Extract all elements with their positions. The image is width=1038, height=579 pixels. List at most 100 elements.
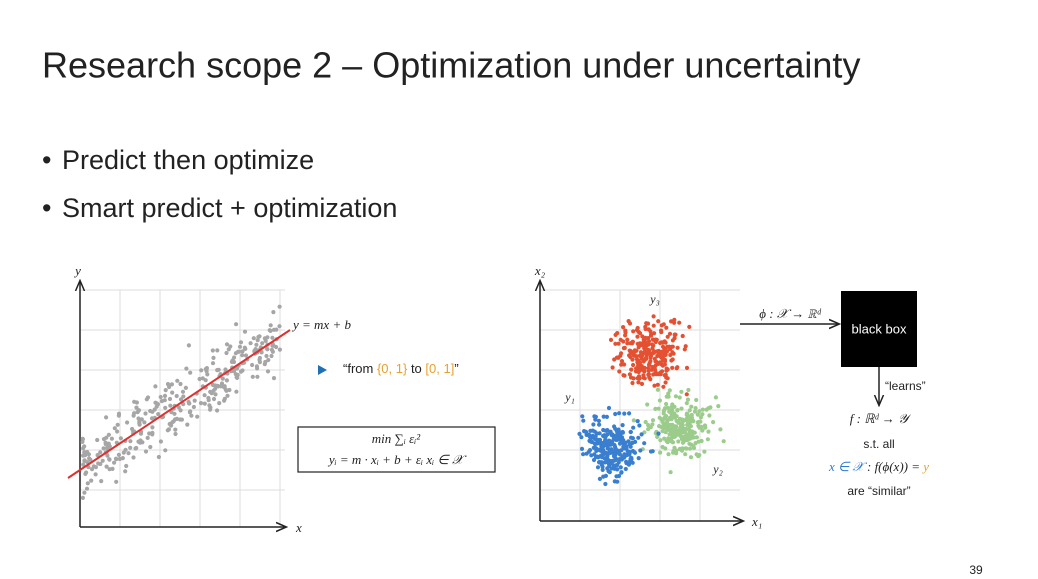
- axis-label: x₂: [534, 263, 546, 278]
- scatter-point: [231, 359, 237, 365]
- scatter-point: [687, 408, 692, 413]
- scatter-point: [198, 401, 204, 406]
- scatter-point: [631, 329, 636, 334]
- scatter-point: [210, 348, 215, 353]
- scatter-point: [80, 437, 85, 442]
- scatter-point: [87, 456, 92, 461]
- left-figure: y x y = mx + b “from {0, 1} to [0, 1]” m…: [67, 263, 496, 535]
- scatter-point: [584, 451, 589, 456]
- scatter-point: [114, 479, 119, 484]
- scatter-point: [679, 389, 684, 394]
- scatter-point: [264, 353, 269, 359]
- axis-label: x₁: [751, 514, 762, 529]
- scatter-point: [155, 402, 160, 407]
- scatter-point: [642, 346, 647, 351]
- scatter-point: [689, 442, 694, 447]
- scatter-point: [705, 437, 711, 442]
- scatter-point: [263, 359, 268, 365]
- scatter-point: [223, 367, 228, 372]
- scatter-point: [633, 439, 638, 444]
- scatter-point: [659, 323, 664, 328]
- scatter-point: [639, 432, 644, 437]
- scatter-point: [630, 357, 635, 362]
- scatter-point: [630, 380, 635, 386]
- scatter-point: [592, 441, 597, 446]
- scatter-point: [691, 445, 697, 451]
- scatter-point: [270, 335, 275, 340]
- scatter-point: [650, 449, 655, 454]
- scatter-point: [628, 375, 634, 380]
- scatter-point: [112, 460, 117, 465]
- scatter-point: [195, 414, 200, 419]
- scatter-point: [684, 446, 689, 451]
- scatter-point: [609, 461, 614, 466]
- scatter-point: [197, 376, 202, 382]
- scatter-point: [170, 390, 175, 395]
- scatter-point: [271, 343, 276, 348]
- scatter-point: [269, 353, 274, 359]
- scatter-point: [95, 453, 100, 458]
- scatter-point: [134, 445, 139, 451]
- scatter-point: [618, 337, 623, 342]
- scatter-point: [685, 435, 690, 440]
- scatter-point: [240, 353, 245, 358]
- scatter-point: [203, 378, 208, 383]
- scatter-point: [237, 344, 243, 349]
- box-label: black box: [852, 321, 907, 336]
- scatter-point: [98, 461, 103, 467]
- cluster-label: y₂: [712, 462, 723, 476]
- scatter-point: [676, 430, 681, 435]
- learns: “learns”: [885, 379, 926, 393]
- scatter-point: [150, 430, 155, 435]
- scatter-point: [622, 455, 627, 460]
- bullet-dot: •: [42, 145, 51, 175]
- scatter-point: [658, 438, 663, 443]
- scatter-point: [643, 324, 648, 329]
- scatter-point: [673, 415, 678, 420]
- scatter-point: [646, 347, 651, 353]
- scatter-point: [600, 467, 605, 472]
- scatter-point: [682, 430, 688, 435]
- scatter-point: [234, 375, 239, 380]
- scatter-point: [684, 401, 689, 406]
- scatter-point: [242, 329, 248, 334]
- scatter-point: [206, 398, 211, 403]
- scatter-point: [596, 418, 602, 423]
- scatter-point: [639, 367, 644, 372]
- scatter-point: [658, 350, 663, 355]
- scatter-point: [82, 490, 87, 495]
- scatter-point: [660, 369, 665, 374]
- scatter-point: [608, 439, 613, 444]
- scatter-point: [581, 418, 586, 423]
- scatter-point: [135, 410, 140, 415]
- scatter-point: [138, 438, 143, 443]
- scatter-point: [240, 368, 245, 373]
- scatter-point: [178, 381, 183, 387]
- scatter-point: [604, 414, 610, 419]
- scatter-point: [205, 372, 210, 377]
- scatter-point: [665, 405, 670, 410]
- formula-box: [297, 426, 496, 473]
- scatter-point: [604, 456, 609, 461]
- scatter-point: [627, 353, 632, 358]
- scatter-point: [115, 429, 120, 434]
- scatter-point: [696, 439, 701, 444]
- scatter-point: [646, 372, 652, 377]
- scatter-point: [636, 435, 641, 440]
- scatter-point: [144, 397, 149, 402]
- scatter-point: [688, 424, 694, 429]
- scatter-point: [657, 398, 663, 403]
- scatter-point: [632, 449, 637, 455]
- scatter-point: [233, 351, 238, 356]
- scatter-point: [683, 344, 688, 349]
- scatter-point: [269, 347, 274, 352]
- scatter-point: [617, 457, 622, 462]
- scatter-point: [686, 387, 691, 393]
- scatter-point: [158, 394, 163, 400]
- scatter-point: [689, 404, 694, 409]
- scatter-point: [651, 323, 656, 328]
- scatter-point: [103, 442, 108, 447]
- scatter-point: [115, 422, 120, 427]
- scatter-point: [143, 411, 148, 416]
- scatter-point: [630, 339, 636, 344]
